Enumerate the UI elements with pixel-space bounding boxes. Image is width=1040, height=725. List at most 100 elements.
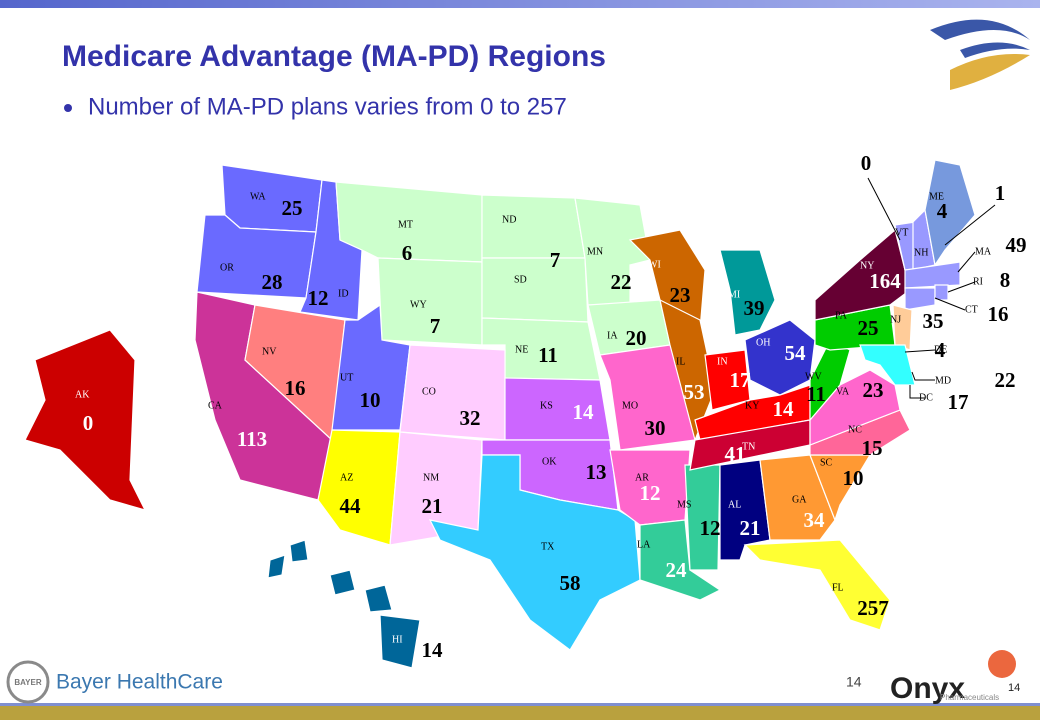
plan-count: 44 (340, 494, 362, 518)
state-label: MN (587, 246, 603, 257)
plan-count: 23 (670, 283, 691, 307)
state-shape (481, 194, 586, 259)
state-label: NE (515, 344, 528, 355)
state-label: NJ (890, 314, 901, 325)
state-label: OH (756, 337, 770, 348)
state-label: NY (860, 260, 874, 271)
plan-count: 17 (730, 368, 751, 392)
state-shape (934, 284, 949, 301)
state-shape (743, 539, 891, 631)
state-shape (399, 344, 506, 441)
plan-count: 4 (935, 338, 946, 362)
plan-count: 13 (586, 460, 607, 484)
plan-count: 4 (937, 199, 948, 223)
state-label: AL (728, 499, 741, 510)
plan-count: 12 (640, 481, 661, 505)
bullet: Number of MA-PD plans varies from 0 to 2… (88, 93, 567, 120)
plan-count: 11 (806, 382, 826, 406)
state-label: WA (250, 191, 266, 202)
state-shape (904, 287, 936, 311)
plan-count: 21 (422, 494, 443, 518)
plan-count: 28 (262, 270, 283, 294)
state-shape (289, 539, 309, 563)
state-shape (639, 519, 722, 601)
state-label: AZ (340, 472, 353, 483)
plan-count: 32 (460, 406, 481, 430)
state-label: PA (835, 310, 848, 321)
state-shape (329, 569, 356, 596)
partner-mark (988, 650, 1016, 678)
state-shape (428, 454, 641, 651)
state-label: KY (745, 400, 759, 411)
plan-count: 8 (1000, 268, 1011, 292)
plan-count: 22 (611, 270, 632, 294)
state-label: WI (648, 259, 661, 270)
plan-count: 30 (645, 416, 666, 440)
title: Medicare Advantage (MA-PD) Regions (62, 40, 606, 73)
state-shape (574, 197, 651, 306)
state-label: CA (208, 400, 223, 411)
state-label: NM (423, 472, 439, 483)
state-label: DC (919, 392, 933, 403)
state-label: DE (934, 344, 947, 355)
state-label: TX (541, 541, 555, 552)
state-label: ID (338, 288, 349, 299)
bullet-dot (64, 104, 72, 112)
plan-count: 7 (550, 248, 561, 272)
plan-count: 54 (785, 341, 807, 365)
plan-count: 10 (360, 388, 381, 412)
top-bar (0, 0, 1040, 8)
state-label: NV (262, 346, 277, 357)
state-shape (481, 257, 589, 323)
state-shape (267, 554, 286, 579)
plan-count: 113 (237, 427, 267, 451)
plan-count: 14 (422, 638, 444, 662)
state-label: MD (935, 375, 951, 386)
plan-count: 25 (282, 196, 303, 220)
state-shape (659, 298, 716, 442)
plan-count: 53 (684, 380, 705, 404)
state-label: KS (540, 400, 553, 411)
state-shape (719, 249, 776, 336)
plan-count: 34 (804, 508, 826, 532)
plan-count: 14 (773, 397, 795, 421)
plan-count: 35 (923, 309, 944, 333)
state-shape (24, 329, 147, 511)
state-shape (504, 377, 611, 441)
plan-count: 15 (862, 436, 883, 460)
state-label: WY (410, 299, 427, 310)
partner-name: Onyx (890, 672, 965, 705)
state-label: MT (398, 219, 413, 230)
state-label: NH (914, 247, 928, 258)
state-label: OR (220, 262, 234, 273)
state-label: MI (728, 289, 740, 300)
bottom-line (0, 703, 1040, 706)
plan-count: 16 (988, 302, 1009, 326)
plan-count: 23 (863, 378, 884, 402)
state-shape (759, 454, 836, 541)
state-label: VT (895, 227, 908, 238)
state-label: MA (975, 246, 992, 257)
plan-count: 12 (700, 516, 721, 540)
state-label: CO (422, 386, 436, 397)
page-number: 14 (846, 674, 862, 690)
state-label: AK (75, 389, 90, 400)
state-label: TN (742, 441, 755, 452)
corner-page: 14 (1008, 682, 1020, 694)
plan-count: 16 (285, 376, 306, 400)
state-label: NC (848, 424, 862, 435)
state-label: IA (607, 330, 618, 341)
state-label: MO (622, 400, 638, 411)
state-label: RI (973, 276, 983, 287)
plan-count: 6 (402, 241, 413, 265)
state-label: CT (965, 304, 978, 315)
state-label: SD (514, 274, 527, 285)
state-label: LA (637, 539, 651, 550)
plan-count: 164 (869, 269, 901, 293)
plan-count: 20 (626, 326, 647, 350)
plan-count: 10 (843, 466, 864, 490)
bayer-logo: BAYER (6, 660, 50, 704)
state-shape (379, 614, 421, 669)
state-label: FL (832, 582, 844, 593)
